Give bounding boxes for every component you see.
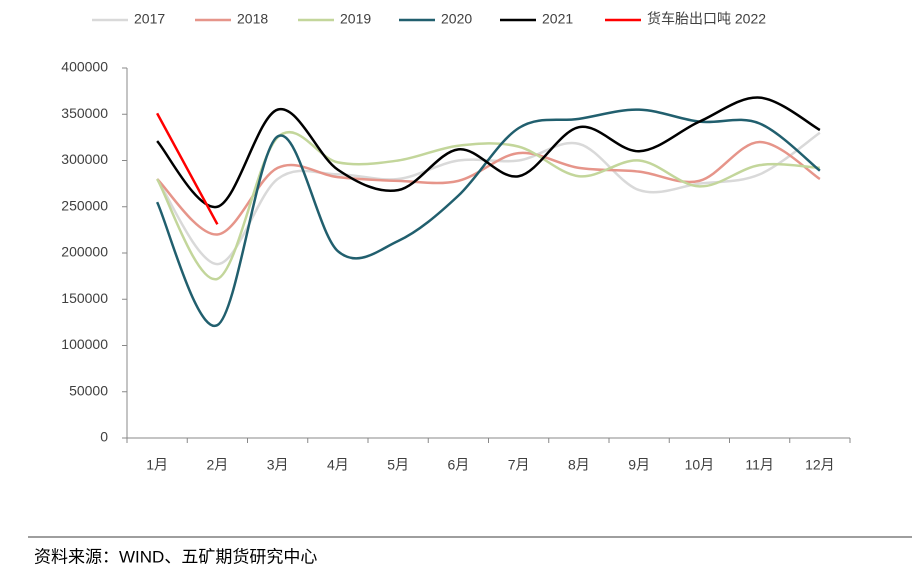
y-tick-label: 200000 — [61, 244, 108, 260]
x-tick-label: 5月 — [387, 457, 409, 473]
x-tick-label: 12月 — [805, 457, 835, 473]
legend-label: 2019 — [340, 11, 371, 27]
y-tick-label: 300000 — [61, 151, 108, 167]
x-tick-label: 6月 — [447, 457, 469, 473]
x-tick-label: 2月 — [206, 457, 228, 473]
x-tick-label: 10月 — [685, 457, 715, 473]
x-tick-label: 9月 — [628, 457, 650, 473]
series-line — [156, 96, 821, 209]
legend-label: 货车胎出口吨 2022 — [647, 11, 766, 27]
y-tick-label: 350000 — [61, 105, 108, 121]
series-line — [156, 112, 219, 225]
x-tick-label: 8月 — [568, 457, 590, 473]
y-tick-label: 150000 — [61, 290, 108, 306]
x-tick-label: 7月 — [508, 457, 530, 473]
y-tick-label: 100000 — [61, 336, 108, 352]
legend-label: 2021 — [542, 11, 573, 27]
y-tick-label: 0 — [100, 429, 108, 445]
series-line — [156, 108, 821, 327]
series-line — [156, 130, 820, 281]
y-tick-label: 50000 — [69, 382, 108, 398]
legend-label: 2017 — [134, 11, 165, 27]
x-tick-label: 11月 — [745, 457, 774, 473]
source: 资料来源：WIND、五矿期货研究中心 — [34, 547, 317, 566]
x-tick-label: 4月 — [327, 457, 349, 473]
legend-label: 2020 — [441, 11, 472, 27]
x-tick-label: 1月 — [146, 457, 168, 473]
y-tick-label: 400000 — [61, 59, 108, 75]
y-tick-label: 250000 — [61, 197, 108, 213]
legend-label: 2018 — [237, 11, 268, 27]
series-line — [156, 131, 821, 266]
x-tick-label: 3月 — [267, 457, 289, 473]
